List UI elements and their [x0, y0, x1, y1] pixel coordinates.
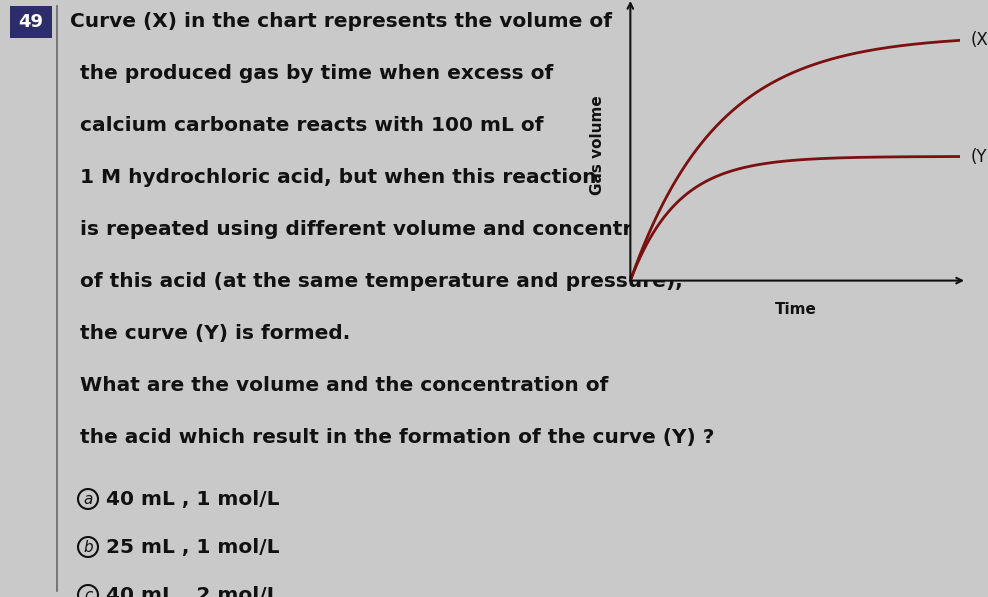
Text: the acid which result in the formation of the curve (Y) ?: the acid which result in the formation o…	[80, 428, 714, 447]
Text: a: a	[83, 491, 93, 506]
Bar	[10, 6, 52, 38]
Text: of this acid (at the same temperature and pressure),: of this acid (at the same temperature an…	[80, 272, 683, 291]
Text: Time: Time	[775, 302, 816, 318]
Text: calcium carbonate reacts with 100 mL of: calcium carbonate reacts with 100 mL of	[80, 116, 543, 135]
Text: (X): (X)	[970, 31, 988, 50]
Text: the produced gas by time when excess of: the produced gas by time when excess of	[80, 64, 553, 83]
Text: 49: 49	[19, 13, 43, 31]
Text: Gas volume: Gas volume	[590, 95, 605, 195]
Text: (Y): (Y)	[970, 147, 988, 165]
Text: 40 mL , 1 mol/L: 40 mL , 1 mol/L	[106, 490, 280, 509]
Text: the curve (Y) is formed.: the curve (Y) is formed.	[80, 324, 351, 343]
Text: b: b	[83, 540, 93, 555]
Text: 1 M hydrochloric acid, but when this reaction: 1 M hydrochloric acid, but when this rea…	[80, 168, 597, 187]
Text: 40 mL , 2 mol/L: 40 mL , 2 mol/L	[106, 586, 280, 597]
Text: c: c	[84, 587, 92, 597]
Text: 25 mL , 1 mol/L: 25 mL , 1 mol/L	[106, 537, 280, 556]
Text: Curve (X) in the chart represents the volume of: Curve (X) in the chart represents the vo…	[70, 12, 612, 31]
Text: What are the volume and the concentration of: What are the volume and the concentratio…	[80, 376, 609, 395]
Text: is repeated using different volume and concentration: is repeated using different volume and c…	[80, 220, 691, 239]
